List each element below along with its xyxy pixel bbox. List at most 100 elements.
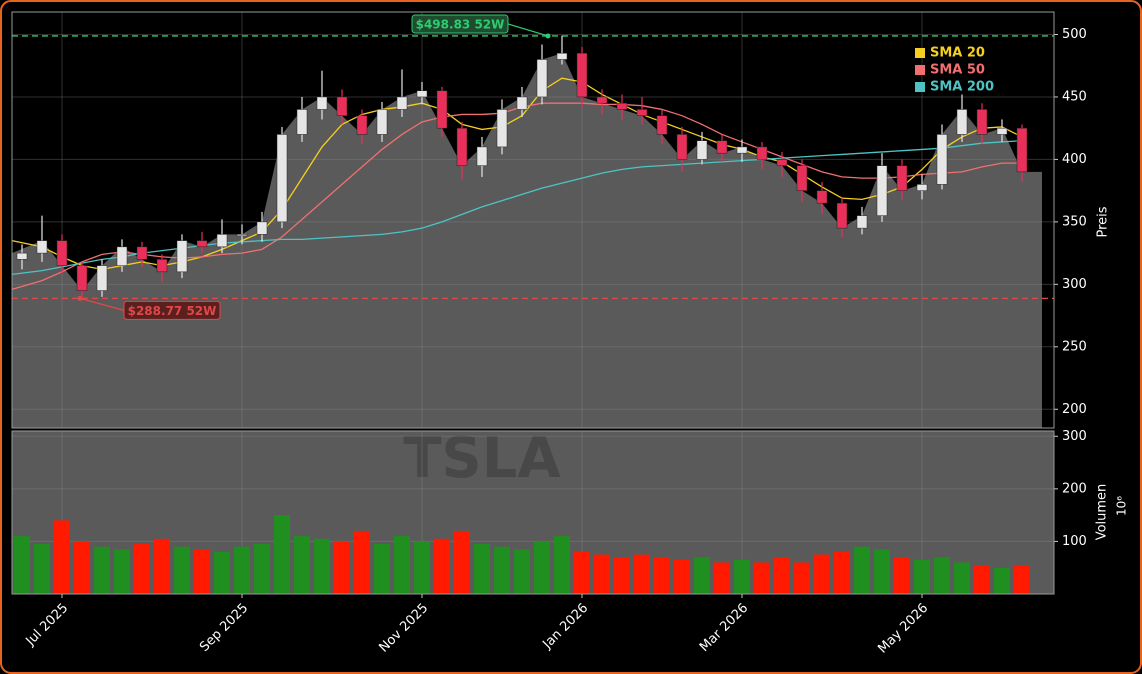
y-tick-label: 200 <box>1062 481 1087 496</box>
candle-body <box>656 115 668 135</box>
candle-body <box>156 259 168 273</box>
volume-bar <box>294 536 310 594</box>
volume-bar <box>714 562 730 594</box>
volume-bar <box>974 565 990 594</box>
volume-bar <box>234 546 250 594</box>
y-axis-label: Preis <box>1096 206 1111 237</box>
candle-body <box>396 96 408 110</box>
candle-body <box>456 127 468 166</box>
volume-bar <box>834 551 850 594</box>
annotation-label: $498.83 52W <box>416 17 505 31</box>
volume-bar <box>34 544 50 594</box>
price-area <box>12 53 1042 429</box>
candle-body <box>936 134 948 185</box>
y-tick-label: 500 <box>1062 27 1087 42</box>
candle-body <box>756 146 768 160</box>
volume-bar <box>854 546 870 594</box>
candle-body <box>516 96 528 110</box>
y-axis-label: Volumen <box>1095 484 1110 541</box>
legend-swatch <box>915 48 925 58</box>
candle-body <box>636 109 648 116</box>
volume-bar <box>94 546 110 594</box>
volume-bar <box>694 557 710 594</box>
candle-body <box>276 134 288 223</box>
volume-bar <box>494 546 510 594</box>
volume-bar <box>394 536 410 594</box>
candle-body <box>256 221 268 235</box>
legend-label: SMA 20 <box>930 46 985 61</box>
volume-bar <box>734 559 750 594</box>
volume-bar <box>154 538 170 594</box>
volume-bar <box>954 562 970 594</box>
volume-bar <box>774 557 790 594</box>
y-axis-unit: 10⁶ <box>1115 496 1129 516</box>
candle-body <box>176 240 188 273</box>
candle-body <box>16 252 28 260</box>
candle-body <box>116 246 128 266</box>
candle-body <box>976 109 988 135</box>
candle-body <box>336 96 348 116</box>
y-tick-label: 450 <box>1062 89 1087 104</box>
volume-bar <box>14 536 30 594</box>
candle-body <box>436 90 448 129</box>
volume-bar <box>534 541 550 594</box>
candle-body <box>296 109 308 135</box>
volume-bar <box>214 551 230 594</box>
legend-swatch <box>915 65 925 75</box>
candle-body <box>196 240 208 248</box>
volume-bar <box>134 544 150 594</box>
candle-body <box>816 190 828 204</box>
volume-bar <box>574 551 590 594</box>
candle-body <box>616 102 628 110</box>
volume-bar <box>314 538 330 594</box>
candle-body <box>856 215 868 229</box>
candle-body <box>476 146 488 166</box>
volume-bar <box>674 559 690 594</box>
candle-body <box>496 109 508 148</box>
volume-bar <box>914 559 930 594</box>
y-tick-label: 100 <box>1062 534 1087 549</box>
candle-body <box>316 96 328 110</box>
volume-bar <box>434 538 450 594</box>
candle-body <box>1016 127 1028 173</box>
volume-bar <box>554 536 570 594</box>
legend-label: SMA 50 <box>930 63 985 78</box>
candle-body <box>136 246 148 260</box>
candle-body <box>556 52 568 60</box>
legend-swatch <box>915 82 925 92</box>
y-tick-label: 250 <box>1062 339 1087 354</box>
volume-frame <box>11 430 1055 595</box>
candle-body <box>76 265 88 291</box>
y-tick-label: 300 <box>1062 429 1087 444</box>
volume-bar <box>614 557 630 594</box>
volume-bar <box>594 554 610 594</box>
volume-bar <box>874 549 890 594</box>
y-tick-label: 400 <box>1062 152 1087 167</box>
volume-bar <box>254 544 270 594</box>
watermark: TSLA <box>403 426 561 491</box>
candle-body <box>536 59 548 98</box>
volume-bar <box>74 541 90 594</box>
candle-body <box>776 159 788 166</box>
volume-bar <box>454 530 470 594</box>
volume-bar <box>174 546 190 594</box>
volume-bar <box>474 544 490 594</box>
volume-bar <box>894 557 910 594</box>
volume-bar <box>754 562 770 594</box>
candle-body <box>36 240 48 254</box>
candle-body <box>596 96 608 104</box>
candle-body <box>716 140 728 154</box>
volume-bar <box>634 554 650 594</box>
candle-body <box>696 140 708 160</box>
candle-body <box>676 134 688 160</box>
candle-body <box>356 115 368 135</box>
volume-bar <box>514 549 530 594</box>
candle-body <box>956 109 968 135</box>
candle-body <box>416 90 428 98</box>
annotation-arrow <box>79 297 125 311</box>
volume-bar <box>374 544 390 594</box>
volume-bar <box>354 530 370 594</box>
y-tick-label: 300 <box>1062 277 1087 292</box>
price-frame <box>11 11 1055 429</box>
